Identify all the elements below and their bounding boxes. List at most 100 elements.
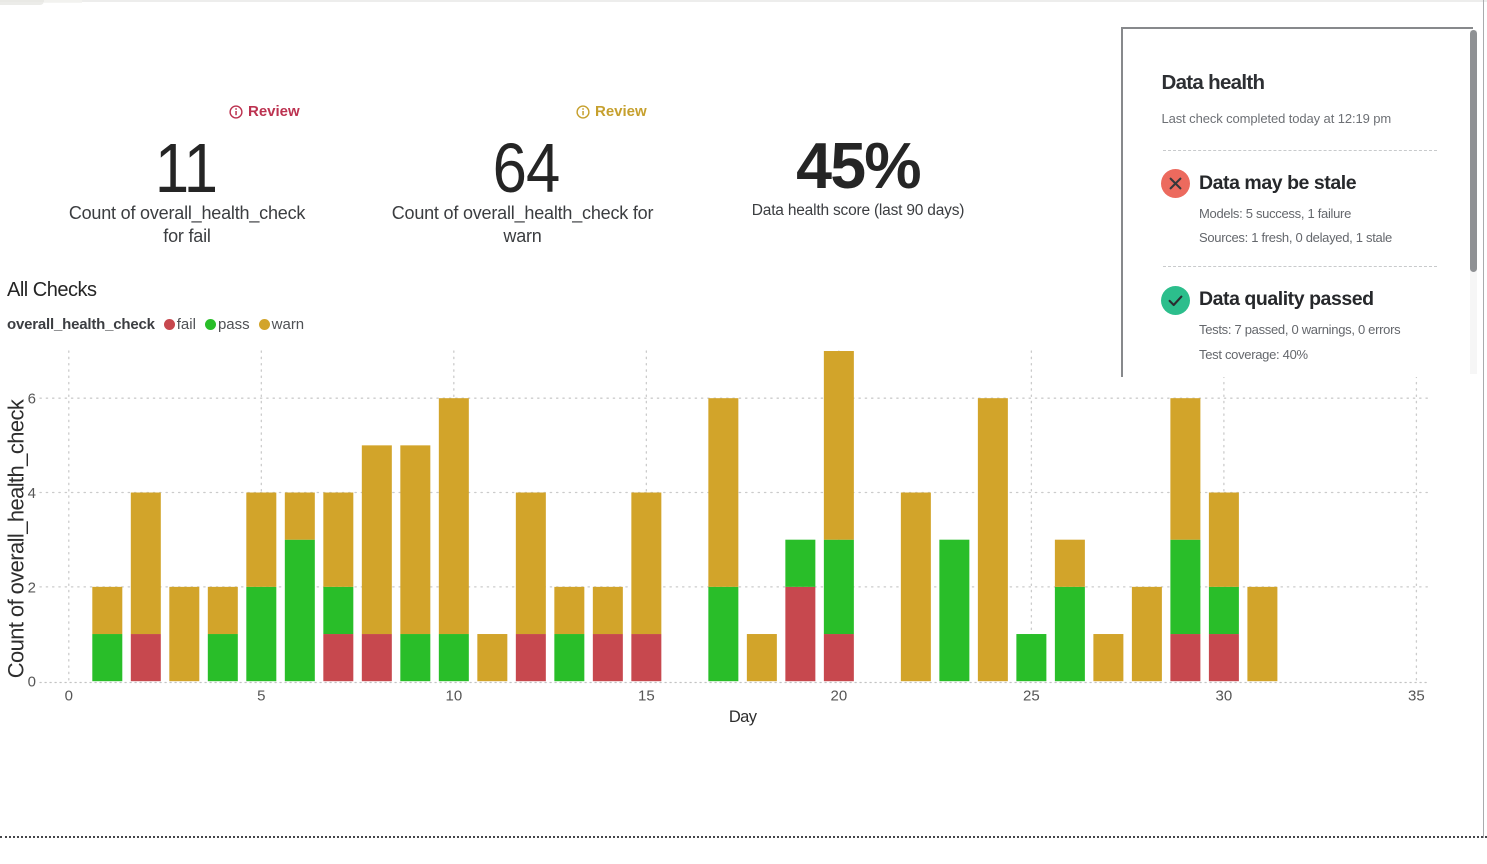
- kpi-fail-caption-line2: for fail: [163, 225, 211, 246]
- bar-segment-warn-day-26[interactable]: [1054, 539, 1085, 587]
- kpi-warn-value: 64: [492, 128, 561, 207]
- x-tick-label: 15: [638, 688, 655, 705]
- bar-segment-pass-day-23[interactable]: [939, 539, 970, 682]
- bar-segment-pass-day-17[interactable]: [708, 586, 739, 682]
- x-circle-icon: [1160, 169, 1190, 198]
- bar-segment-fail-day-15[interactable]: [631, 634, 662, 682]
- bar-segment-pass-day-7[interactable]: [323, 586, 354, 635]
- bar-segment-warn-day-6[interactable]: [284, 492, 315, 540]
- bar-segment-warn-day-2[interactable]: [130, 492, 161, 635]
- health-panel-title: Data health: [1161, 70, 1266, 94]
- bar-segment-warn-day-7[interactable]: [323, 492, 354, 587]
- bar-segment-pass-day-19[interactable]: [785, 539, 816, 587]
- health-models-line: Models: 5 success, 1 failure: [1199, 206, 1352, 221]
- health-section-fail-heading: Data may be stale: [1199, 171, 1357, 194]
- bar-segment-fail-day-30[interactable]: [1208, 634, 1239, 682]
- kpi-warn-status-badge[interactable]: Review: [576, 103, 647, 120]
- bar-segment-pass-day-6[interactable]: [284, 539, 315, 682]
- bar-segment-pass-day-30[interactable]: [1208, 586, 1239, 635]
- check-circle-icon: [1160, 286, 1190, 315]
- fail-color-dot: [163, 318, 175, 330]
- bar-segment-warn-day-27[interactable]: [1093, 634, 1124, 682]
- legend-item-fail[interactable]: fail: [163, 316, 196, 333]
- kpi-fail-caption: Count of overall_health_check for fail: [37, 202, 337, 248]
- chart-legend: overall_health_check fail pass warn: [7, 316, 304, 333]
- bar-segment-warn-day-10[interactable]: [438, 398, 469, 635]
- bottom-dotted-divider: [0, 836, 1487, 838]
- bar-segment-pass-day-29[interactable]: [1170, 539, 1201, 635]
- bar-segment-fail-day-7[interactable]: [323, 634, 354, 682]
- divider: [1163, 149, 1437, 151]
- bar-segment-warn-day-3[interactable]: [169, 586, 200, 682]
- info-icon: [229, 104, 243, 119]
- kpi-warn-status-label: Review: [595, 103, 647, 120]
- bar-segment-warn-day-14[interactable]: [592, 586, 623, 635]
- bar-segment-warn-day-15[interactable]: [631, 492, 662, 635]
- info-icon: [576, 104, 590, 119]
- bar-segment-warn-day-20[interactable]: [823, 351, 854, 540]
- legend-pass-label: pass: [217, 315, 250, 333]
- y-axis-title: Count of overall_health_check: [4, 398, 29, 678]
- bar-segment-pass-day-5[interactable]: [246, 586, 277, 682]
- bar-segment-warn-day-4[interactable]: [207, 586, 238, 635]
- x-tick-label: 0: [65, 688, 73, 705]
- bar-segment-fail-day-19[interactable]: [785, 586, 816, 682]
- bar-segment-warn-day-13[interactable]: [554, 586, 585, 635]
- kpi-fail-value: 11: [154, 128, 218, 207]
- bar-segment-warn-day-12[interactable]: [515, 492, 546, 635]
- bar-segment-fail-day-29[interactable]: [1170, 634, 1201, 682]
- bar-segment-warn-day-5[interactable]: [246, 492, 277, 587]
- legend-item-pass[interactable]: pass: [204, 315, 250, 333]
- x-tick-label: 25: [1023, 688, 1040, 705]
- bar-segment-pass-day-26[interactable]: [1054, 586, 1085, 682]
- bar-segment-pass-day-9[interactable]: [400, 634, 431, 682]
- kpi-fail-status-label: Review: [248, 103, 300, 120]
- window-top-hairline: [0, 0, 1487, 2]
- divider: [1163, 265, 1437, 267]
- kpi-fail-status-badge[interactable]: Review: [229, 103, 300, 120]
- bar-segment-warn-day-28[interactable]: [1131, 586, 1162, 682]
- bar-segment-pass-day-25[interactable]: [1016, 634, 1047, 682]
- bar-segment-warn-day-29[interactable]: [1170, 398, 1201, 540]
- y-tick-label: 6: [28, 391, 36, 408]
- bar-segment-fail-day-20[interactable]: [823, 634, 854, 682]
- bar-segment-warn-day-8[interactable]: [361, 445, 392, 635]
- health-tests-line: Tests: 7 passed, 0 warnings, 0 errors: [1199, 321, 1401, 337]
- bar-segment-warn-day-17[interactable]: [708, 398, 739, 587]
- kpi-warn-caption-line1: Count of overall_health_check for: [391, 202, 654, 223]
- bar-segment-warn-day-24[interactable]: [977, 398, 1008, 682]
- bar-segment-fail-day-14[interactable]: [592, 634, 623, 682]
- legend-warn-label: warn: [271, 315, 305, 333]
- bar-segment-pass-day-4[interactable]: [207, 634, 238, 682]
- warn-color-dot: [258, 318, 270, 330]
- legend-item-warn[interactable]: warn: [258, 315, 305, 333]
- kpi-score-value: 45%: [796, 129, 922, 202]
- pass-color-dot: [204, 318, 216, 330]
- bar-segment-warn-day-1[interactable]: [92, 586, 123, 635]
- bar-segment-fail-day-8[interactable]: [361, 634, 392, 682]
- bar-segment-warn-day-22[interactable]: [900, 492, 931, 682]
- bar-segment-warn-day-18[interactable]: [746, 634, 777, 682]
- bar-segment-warn-day-11[interactable]: [477, 634, 508, 682]
- health-coverage-line: Test coverage: 40%: [1199, 347, 1308, 362]
- y-tick-label: 2: [28, 579, 36, 596]
- x-tick-label: 5: [257, 688, 265, 705]
- bar-segment-warn-day-31[interactable]: [1247, 586, 1278, 682]
- kpi-warn-caption: Count of overall_health_check for warn: [372, 202, 673, 248]
- bar-segment-pass-day-1[interactable]: [92, 634, 123, 682]
- bar-segment-fail-day-2[interactable]: [130, 634, 161, 682]
- bar-segment-fail-day-12[interactable]: [515, 634, 546, 682]
- bar-segment-warn-day-30[interactable]: [1208, 492, 1239, 587]
- scrollbar-thumb[interactable]: [1469, 29, 1477, 272]
- kpi-fail-caption-line1: Count of overall_health_check: [68, 202, 306, 223]
- legend-series-label: overall_health_check: [7, 315, 155, 333]
- bar-segment-pass-day-20[interactable]: [823, 539, 854, 635]
- health-section-pass-heading: Data quality passed: [1199, 288, 1374, 310]
- bar-segment-pass-day-10[interactable]: [438, 634, 469, 682]
- bar-segment-pass-day-13[interactable]: [554, 634, 585, 682]
- bar-segment-warn-day-9[interactable]: [400, 445, 431, 635]
- window-corner-artifact-2: [44, 0, 82, 3]
- page-right-border: [1483, 0, 1485, 838]
